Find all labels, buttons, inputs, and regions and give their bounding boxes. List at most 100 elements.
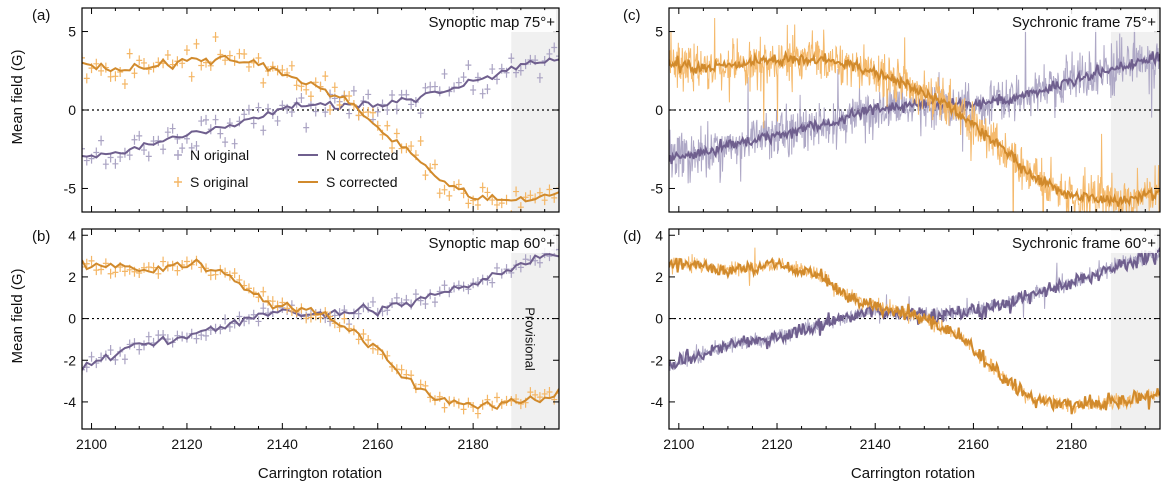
data-point bbox=[369, 343, 376, 354]
y-tick-label: 5 bbox=[655, 24, 663, 40]
data-point bbox=[136, 55, 143, 66]
data-point bbox=[489, 64, 496, 75]
x-tick-label: 2120 bbox=[171, 436, 202, 452]
series-line-N bbox=[669, 247, 1160, 371]
data-point bbox=[389, 143, 396, 154]
data-point bbox=[436, 286, 443, 297]
data-point bbox=[88, 351, 95, 362]
data-point bbox=[121, 354, 128, 365]
series-line-N bbox=[669, 51, 1160, 165]
data-point bbox=[322, 71, 329, 82]
data-point bbox=[336, 100, 343, 111]
data-point bbox=[293, 80, 300, 91]
series-line-S bbox=[669, 256, 1160, 415]
data-point bbox=[164, 50, 171, 61]
data-point bbox=[121, 266, 128, 277]
data-point bbox=[460, 404, 467, 415]
data-point bbox=[241, 48, 248, 59]
data-point bbox=[422, 82, 429, 93]
data-point bbox=[355, 334, 362, 345]
data-point bbox=[331, 82, 338, 93]
series-line-S bbox=[669, 49, 1160, 208]
data-point bbox=[88, 255, 95, 266]
ylabel-top-left: Mean field (G) bbox=[9, 49, 26, 144]
data-point bbox=[231, 268, 238, 279]
data-point bbox=[408, 141, 415, 152]
data-point bbox=[422, 170, 429, 181]
data-point bbox=[517, 399, 524, 410]
data-point bbox=[136, 130, 143, 141]
y-tick-label: 5 bbox=[68, 24, 76, 40]
data-point bbox=[255, 52, 262, 63]
data-point bbox=[393, 128, 400, 139]
y-tick-label: 0 bbox=[68, 311, 76, 327]
series-original-N bbox=[82, 42, 559, 170]
data-point bbox=[255, 102, 262, 113]
y-tick-label: -2 bbox=[651, 352, 664, 368]
data-point bbox=[369, 296, 376, 307]
data-point bbox=[169, 123, 176, 134]
data-point bbox=[479, 88, 486, 99]
data-point bbox=[231, 138, 238, 149]
data-point bbox=[460, 72, 467, 83]
data-point bbox=[183, 45, 190, 56]
plot-area bbox=[82, 31, 559, 212]
data-point bbox=[493, 199, 500, 210]
x-tick-label: 2180 bbox=[458, 436, 489, 452]
panels: -5 0 5 (a) Synoptic map 75°+ N original S orig… bbox=[32, 7, 1161, 452]
legend-label: S original bbox=[190, 174, 248, 190]
data-point bbox=[193, 38, 200, 49]
series-line-N bbox=[82, 253, 559, 371]
y-tick-label: -5 bbox=[64, 180, 77, 196]
data-point bbox=[327, 104, 334, 115]
data-point bbox=[112, 267, 119, 278]
panel-label: (b) bbox=[32, 228, 50, 245]
data-point bbox=[536, 392, 543, 403]
data-point bbox=[455, 179, 462, 190]
data-point bbox=[82, 364, 85, 375]
data-point bbox=[136, 344, 143, 355]
panel-label: (c) bbox=[623, 7, 641, 24]
data-point bbox=[536, 72, 543, 83]
axes-frame bbox=[81, 228, 560, 430]
xlabel-right: Carrington rotation bbox=[851, 465, 975, 482]
data-point bbox=[307, 312, 314, 323]
data-point bbox=[455, 77, 462, 88]
data-point bbox=[556, 51, 559, 62]
data-point bbox=[145, 331, 152, 342]
data-point bbox=[141, 57, 148, 68]
data-point bbox=[346, 108, 353, 119]
data-point bbox=[465, 284, 472, 295]
data-point bbox=[298, 92, 305, 103]
y-tick-label: 4 bbox=[655, 227, 663, 243]
data-point bbox=[145, 151, 152, 162]
x-tick-label: 2180 bbox=[1056, 436, 1087, 452]
y-tick-label: 2 bbox=[655, 269, 663, 285]
data-point bbox=[260, 125, 267, 136]
legend-label: N corrected bbox=[326, 147, 398, 163]
y-tick-label: 2 bbox=[68, 269, 76, 285]
data-point bbox=[183, 256, 190, 267]
data-point bbox=[422, 298, 429, 309]
data-point bbox=[517, 65, 524, 76]
data-point bbox=[479, 182, 486, 193]
data-point bbox=[489, 195, 496, 206]
panel-label: (a) bbox=[32, 7, 50, 24]
data-point bbox=[241, 109, 248, 120]
data-point bbox=[446, 190, 453, 201]
data-point bbox=[441, 280, 448, 291]
data-point bbox=[350, 85, 357, 96]
data-point bbox=[403, 89, 410, 100]
data-point bbox=[360, 328, 367, 339]
data-point bbox=[136, 267, 143, 278]
data-point bbox=[541, 195, 548, 206]
plot-area bbox=[669, 12, 1160, 212]
legend-label: S corrected bbox=[326, 174, 398, 190]
data-point bbox=[522, 254, 529, 265]
data-point bbox=[527, 190, 534, 201]
plot-area bbox=[669, 247, 1160, 415]
x-tick-label: 2160 bbox=[362, 436, 393, 452]
data-point bbox=[307, 91, 314, 102]
data-point bbox=[417, 136, 424, 147]
data-point bbox=[365, 106, 372, 117]
